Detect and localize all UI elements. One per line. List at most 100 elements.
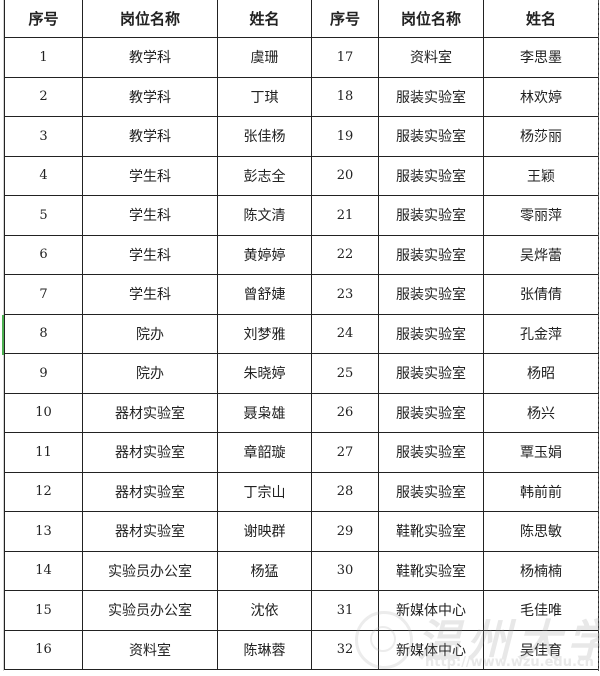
cell-no[interactable]: 6 bbox=[4, 234, 83, 275]
cell-no[interactable]: 23 bbox=[311, 274, 379, 315]
cell-no[interactable]: 19 bbox=[311, 116, 379, 157]
header-name[interactable]: 姓名 bbox=[217, 0, 312, 38]
cell-post[interactable]: 服装实验室 bbox=[378, 274, 484, 315]
cell-post[interactable]: 服装实验室 bbox=[378, 353, 484, 394]
cell-post[interactable]: 资料室 bbox=[378, 37, 484, 78]
cell-no[interactable]: 9 bbox=[4, 353, 83, 394]
cell-no[interactable]: 14 bbox=[4, 550, 83, 591]
header-post[interactable]: 岗位名称 bbox=[82, 0, 218, 38]
cell-no[interactable]: 20 bbox=[311, 155, 379, 196]
cell-no[interactable]: 8 bbox=[4, 313, 83, 354]
cell-post[interactable]: 鞋靴实验室 bbox=[378, 511, 484, 552]
cell-name[interactable]: 陈琳蓉 bbox=[217, 629, 312, 670]
cell-post[interactable]: 教学科 bbox=[82, 76, 218, 117]
cell-name[interactable]: 丁琪 bbox=[217, 76, 312, 117]
cell-name[interactable]: 覃玉娟 bbox=[483, 432, 599, 473]
cell-no[interactable]: 15 bbox=[4, 590, 83, 631]
cell-no[interactable]: 30 bbox=[311, 550, 379, 591]
header-post[interactable]: 岗位名称 bbox=[378, 0, 484, 38]
cell-no[interactable]: 10 bbox=[4, 392, 83, 433]
cell-name[interactable]: 吴佳育 bbox=[483, 629, 599, 670]
cell-post[interactable]: 新媒体中心 bbox=[378, 629, 484, 670]
cell-post[interactable]: 资料室 bbox=[82, 629, 218, 670]
cell-post[interactable]: 器材实验室 bbox=[82, 432, 218, 473]
cell-no[interactable]: 18 bbox=[311, 76, 379, 117]
cell-no[interactable]: 21 bbox=[311, 195, 379, 236]
cell-name[interactable]: 张倩倩 bbox=[483, 274, 599, 315]
cell-post[interactable]: 服装实验室 bbox=[378, 471, 484, 512]
cell-post[interactable]: 服装实验室 bbox=[378, 155, 484, 196]
cell-no[interactable]: 11 bbox=[4, 432, 83, 473]
cell-no[interactable]: 7 bbox=[4, 274, 83, 315]
cell-no[interactable]: 26 bbox=[311, 392, 379, 433]
cell-name[interactable]: 李思墨 bbox=[483, 37, 599, 78]
cell-name[interactable]: 零丽萍 bbox=[483, 195, 599, 236]
cell-post[interactable]: 服装实验室 bbox=[378, 116, 484, 157]
cell-post[interactable]: 学生科 bbox=[82, 274, 218, 315]
cell-post[interactable]: 鞋靴实验室 bbox=[378, 550, 484, 591]
cell-name[interactable]: 张佳杨 bbox=[217, 116, 312, 157]
cell-post[interactable]: 学生科 bbox=[82, 234, 218, 275]
cell-no[interactable]: 2 bbox=[4, 76, 83, 117]
cell-name[interactable]: 曾舒婕 bbox=[217, 274, 312, 315]
cell-name[interactable]: 虞珊 bbox=[217, 37, 312, 78]
cell-no[interactable]: 3 bbox=[4, 116, 83, 157]
cell-no[interactable]: 25 bbox=[311, 353, 379, 394]
cell-no[interactable]: 5 bbox=[4, 195, 83, 236]
cell-name[interactable]: 吴烨蕾 bbox=[483, 234, 599, 275]
cell-name[interactable]: 王颖 bbox=[483, 155, 599, 196]
cell-post[interactable]: 教学科 bbox=[82, 37, 218, 78]
cell-no[interactable]: 24 bbox=[311, 313, 379, 354]
cell-no[interactable]: 29 bbox=[311, 511, 379, 552]
cell-no[interactable]: 28 bbox=[311, 471, 379, 512]
cell-post[interactable]: 学生科 bbox=[82, 155, 218, 196]
cell-post[interactable]: 服装实验室 bbox=[378, 76, 484, 117]
cell-post[interactable]: 院办 bbox=[82, 313, 218, 354]
cell-name[interactable]: 谢映群 bbox=[217, 511, 312, 552]
cell-no[interactable]: 12 bbox=[4, 471, 83, 512]
cell-no[interactable]: 17 bbox=[311, 37, 379, 78]
cell-name[interactable]: 杨猛 bbox=[217, 550, 312, 591]
cell-post[interactable]: 服装实验室 bbox=[378, 195, 484, 236]
cell-post[interactable]: 器材实验室 bbox=[82, 471, 218, 512]
cell-name[interactable]: 林欢婷 bbox=[483, 76, 599, 117]
cell-name[interactable]: 沈依 bbox=[217, 590, 312, 631]
cell-name[interactable]: 陈思敏 bbox=[483, 511, 599, 552]
cell-post[interactable]: 器材实验室 bbox=[82, 392, 218, 433]
cell-name[interactable]: 朱晓婷 bbox=[217, 353, 312, 394]
header-name[interactable]: 姓名 bbox=[483, 0, 599, 38]
cell-no[interactable]: 32 bbox=[311, 629, 379, 670]
cell-name[interactable]: 杨兴 bbox=[483, 392, 599, 433]
cell-no[interactable]: 27 bbox=[311, 432, 379, 473]
cell-name[interactable]: 杨楠楠 bbox=[483, 550, 599, 591]
cell-name[interactable]: 杨昭 bbox=[483, 353, 599, 394]
cell-post[interactable]: 服装实验室 bbox=[378, 432, 484, 473]
cell-name[interactable]: 丁宗山 bbox=[217, 471, 312, 512]
cell-post[interactable]: 实验员办公室 bbox=[82, 590, 218, 631]
header-no[interactable]: 序号 bbox=[311, 0, 379, 38]
cell-no[interactable]: 4 bbox=[4, 155, 83, 196]
cell-post[interactable]: 服装实验室 bbox=[378, 313, 484, 354]
cell-name[interactable]: 毛佳唯 bbox=[483, 590, 599, 631]
cell-post[interactable]: 器材实验室 bbox=[82, 511, 218, 552]
cell-post[interactable]: 教学科 bbox=[82, 116, 218, 157]
cell-name[interactable]: 章韶璇 bbox=[217, 432, 312, 473]
cell-post[interactable]: 服装实验室 bbox=[378, 392, 484, 433]
cell-name[interactable]: 孔金萍 bbox=[483, 313, 599, 354]
cell-post[interactable]: 实验员办公室 bbox=[82, 550, 218, 591]
cell-post[interactable]: 服装实验室 bbox=[378, 234, 484, 275]
cell-no[interactable]: 1 bbox=[4, 37, 83, 78]
cell-name[interactable]: 聂枭雄 bbox=[217, 392, 312, 433]
cell-name[interactable]: 刘梦雅 bbox=[217, 313, 312, 354]
cell-name[interactable]: 杨莎丽 bbox=[483, 116, 599, 157]
cell-name[interactable]: 韩前前 bbox=[483, 471, 599, 512]
cell-post[interactable]: 新媒体中心 bbox=[378, 590, 484, 631]
cell-name[interactable]: 黄婷婷 bbox=[217, 234, 312, 275]
cell-no[interactable]: 22 bbox=[311, 234, 379, 275]
cell-no[interactable]: 31 bbox=[311, 590, 379, 631]
cell-no[interactable]: 16 bbox=[4, 629, 83, 670]
cell-post[interactable]: 院办 bbox=[82, 353, 218, 394]
cell-name[interactable]: 彭志全 bbox=[217, 155, 312, 196]
header-no[interactable]: 序号 bbox=[4, 0, 83, 38]
cell-no[interactable]: 13 bbox=[4, 511, 83, 552]
